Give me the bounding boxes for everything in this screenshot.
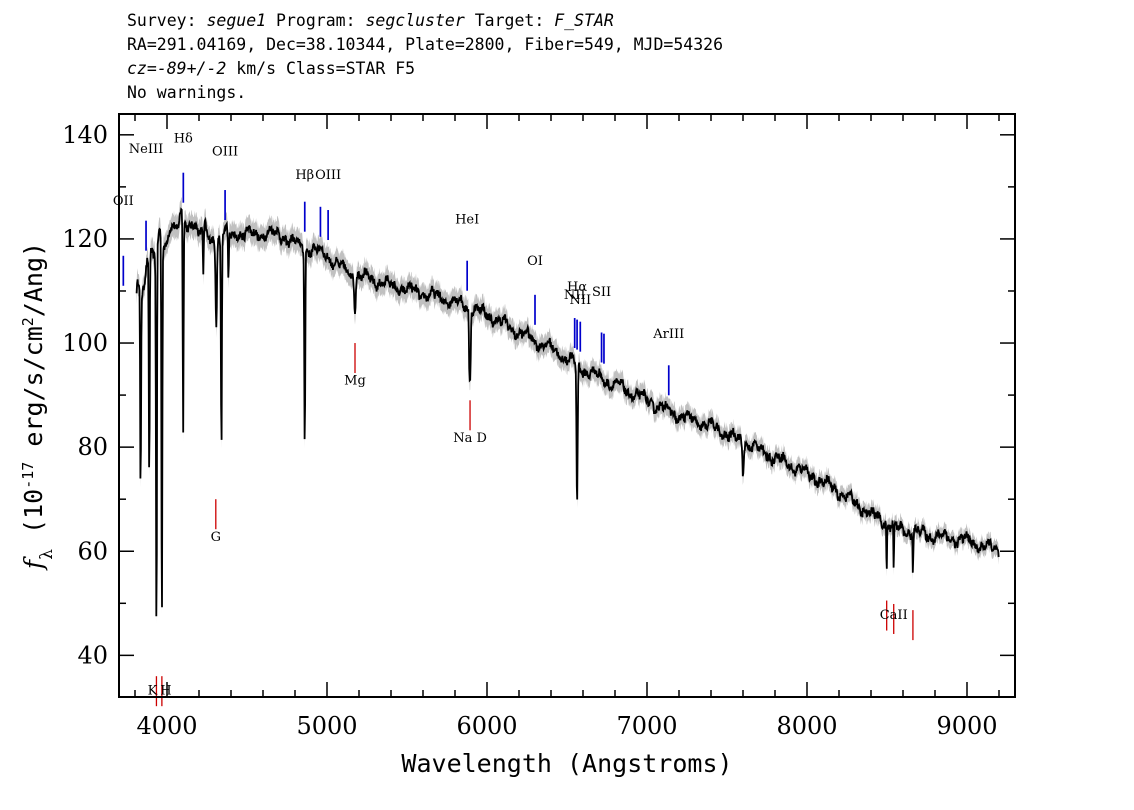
y-tick-label: 120 <box>62 225 108 253</box>
header-coordinates-line: RA=291.04169, Dec=38.10344, Plate=2800, … <box>127 35 724 54</box>
x-tick-label: 5000 <box>296 712 357 740</box>
y-axis-label-part: (10 <box>19 489 48 549</box>
target-value: F_STAR <box>554 11 614 30</box>
y-axis-label-part: λ <box>37 549 57 560</box>
y-axis-label-part: /Ang) <box>19 242 48 317</box>
survey-value: segue1 <box>206 11 267 30</box>
y-axis-label-part: erg/s/cm <box>19 326 48 461</box>
x-tick-label: 4000 <box>136 712 197 740</box>
plot-frame <box>118 113 1016 698</box>
cz-value: -89+/-2 <box>156 59 227 78</box>
y-axis-label-part: -17 <box>19 462 37 489</box>
error-band <box>136 197 999 624</box>
y-axis-label-part: 2 <box>19 317 37 326</box>
absorption-line-label: Na D <box>453 431 487 446</box>
y-tick-label: 40 <box>77 641 108 669</box>
emission-line-label: OIII <box>315 168 341 183</box>
emission-line-label: SII <box>592 285 611 300</box>
x-tick-label: 8000 <box>776 712 837 740</box>
y-axis-label: fλ (10-17 erg/s/cm2/Ang) <box>19 242 57 571</box>
class-text: km/s Class=STAR F5 <box>226 59 416 78</box>
emission-line-label: Hα <box>567 280 587 295</box>
absorption-line-label: H <box>160 683 171 698</box>
x-tick-label: 7000 <box>616 712 677 740</box>
emission-line-label: OIII <box>212 145 238 160</box>
spectrum-line <box>135 207 1000 617</box>
y-tick-label: 60 <box>77 537 108 565</box>
emission-line-label: OII <box>113 194 134 209</box>
y-tick-label: 140 <box>62 121 108 149</box>
y-axis-label-part: f <box>19 556 48 571</box>
absorption-line-label: CaII <box>880 608 908 623</box>
cz-label: cz= <box>127 59 157 78</box>
y-tick-label: 100 <box>62 329 108 357</box>
absorption-line-label: K <box>148 683 158 698</box>
survey-label: Survey: <box>127 11 197 30</box>
emission-line-label: OI <box>527 254 543 269</box>
emission-line-label: NeIII <box>129 142 163 157</box>
header-survey-line: Survey: segue1 Program: segcluster Targe… <box>127 9 723 33</box>
header-redshift-line: cz=-89+/-2 km/s Class=STAR F5 <box>127 57 723 81</box>
absorption-line-label: Mg <box>344 374 366 389</box>
spectrum-header: Survey: segue1 Program: segcluster Targe… <box>127 9 723 105</box>
emission-line-label: Hδ <box>174 132 193 147</box>
x-axis-label: Wavelength (Angstroms) <box>401 749 732 778</box>
emission-line-label: NII <box>564 288 586 303</box>
x-tick-label: 9000 <box>936 712 997 740</box>
emission-line-label: Hβ <box>295 168 314 183</box>
emission-line-label: NII <box>569 293 591 308</box>
x-tick-label: 6000 <box>456 712 517 740</box>
program-value: segcluster <box>365 11 465 30</box>
y-tick-label: 80 <box>77 433 108 461</box>
error-band-group <box>136 197 999 624</box>
emission-line-label: HeI <box>455 212 479 227</box>
absorption-line-label: G <box>211 530 221 545</box>
tick-labels-group: 4000 5000 6000 7000 8000 9000 40 60 80 100 120 140 <box>62 121 997 740</box>
spectrum-group <box>135 207 1000 617</box>
target-label: Target: <box>474 11 545 30</box>
header-warnings-line: No warnings. <box>127 83 247 102</box>
program-label: Program: <box>276 11 356 30</box>
emission-line-label: ArIII <box>652 327 684 342</box>
axis-ticks-group <box>119 114 1015 697</box>
